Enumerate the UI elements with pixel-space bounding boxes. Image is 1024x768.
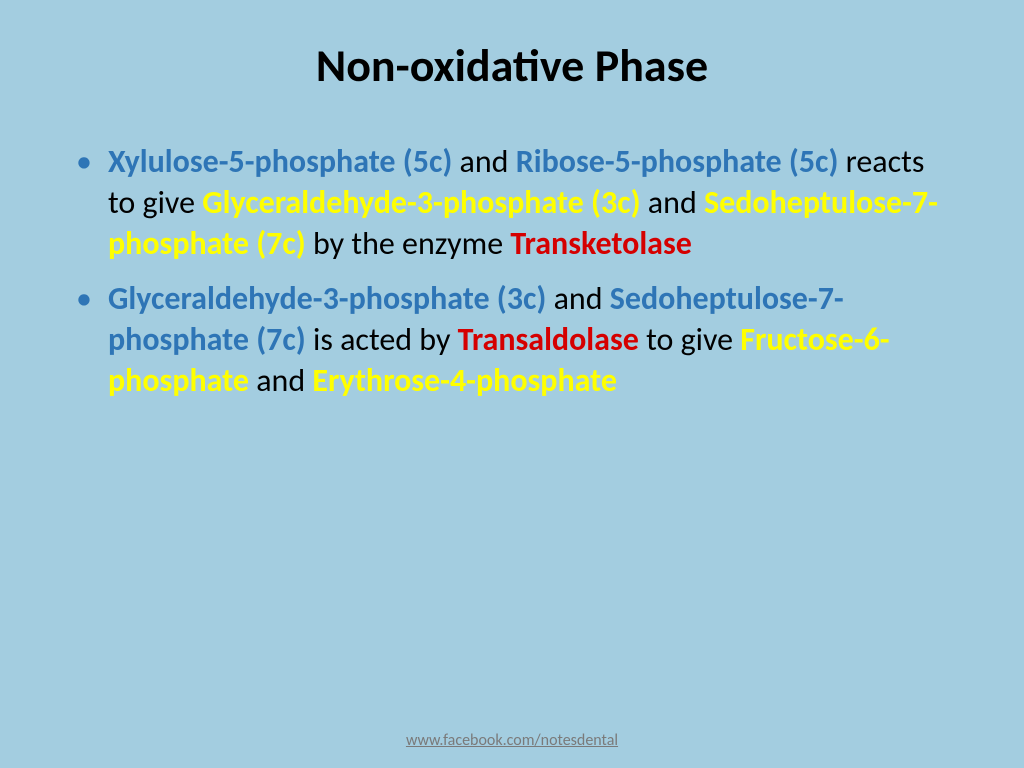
compound-ribose-5p: Ribose-5-phosphate (5c): [516, 142, 839, 181]
slide: Non-oxidative Phase Xylulose-5-phosphate…: [0, 0, 1024, 768]
text-connector: by the enzyme: [306, 224, 511, 263]
text-connector: and: [249, 361, 312, 400]
compound-erythrose-4p: Erythrose-4-phosphate: [312, 361, 617, 400]
compound-xylulose-5p: Xylulose-5-phosphate (5c): [108, 142, 452, 181]
text-connector: and: [641, 183, 704, 222]
bullet-item-1: Xylulose-5-phosphate (5c) and Ribose-5-p…: [70, 142, 954, 265]
bullet-item-2: Glyceraldehyde-3-phosphate (3c) and Sedo…: [70, 279, 954, 402]
text-connector: to give: [639, 320, 740, 359]
text-connector: is acted by: [306, 320, 458, 359]
text-connector: and: [546, 279, 609, 318]
compound-glyceraldehyde-3p: Glyceraldehyde-3-phosphate (3c): [108, 279, 546, 318]
bullet-list: Xylulose-5-phosphate (5c) and Ribose-5-p…: [70, 142, 954, 402]
enzyme-transaldolase: Transaldolase: [458, 320, 639, 359]
compound-glyceraldehyde-3p: Glyceraldehyde-3-phosphate (3c): [202, 183, 640, 222]
enzyme-transketolase: Transketolase: [510, 224, 692, 263]
footer-link[interactable]: www.facebook.com/notesdental: [0, 731, 1024, 750]
slide-title: Non-oxidative Phase: [70, 38, 954, 94]
text-connector: and: [452, 142, 515, 181]
